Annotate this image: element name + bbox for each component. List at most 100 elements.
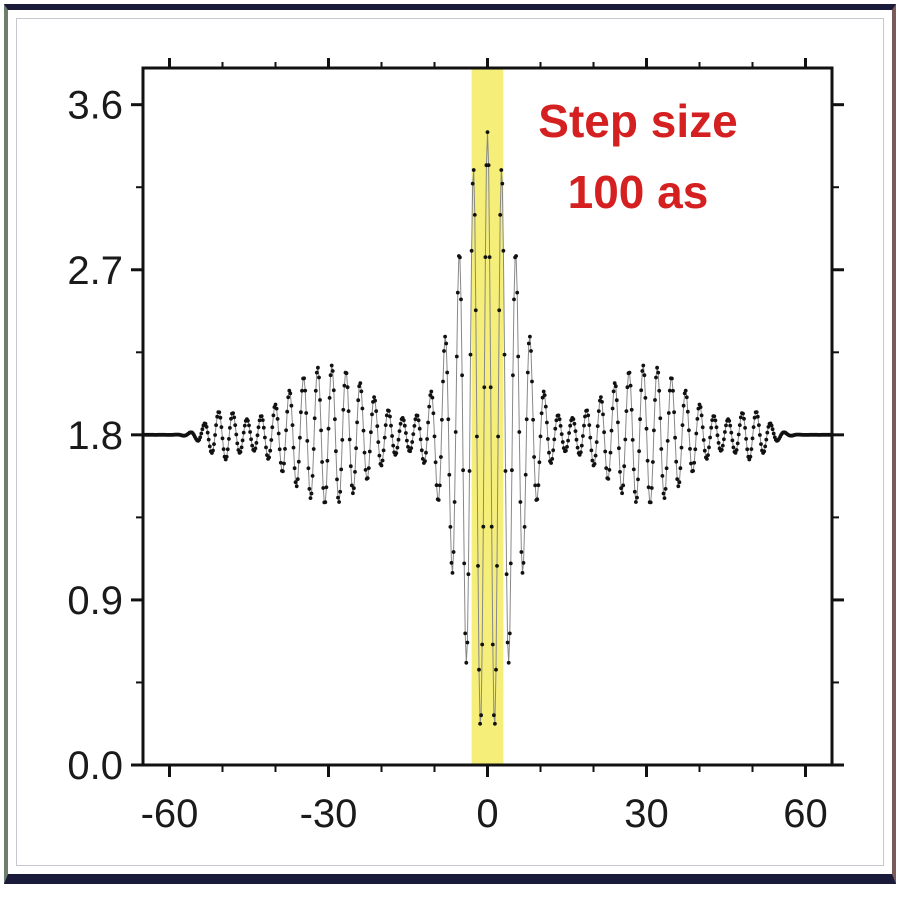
- data-point: [345, 385, 350, 390]
- data-point: [492, 713, 496, 718]
- data-point: [533, 483, 538, 488]
- data-point: [275, 417, 280, 421]
- data-point: [257, 418, 262, 423]
- data-point: [631, 467, 636, 472]
- data-point: [381, 448, 386, 453]
- data-point: [212, 442, 216, 446]
- data-point: [581, 434, 585, 438]
- data-point: [644, 426, 649, 431]
- data-point: [404, 431, 408, 435]
- data-point: [281, 469, 285, 474]
- data-point: [454, 354, 459, 359]
- data-point: [242, 423, 247, 428]
- data-point: [749, 447, 754, 451]
- data-point: [348, 464, 353, 469]
- data-point: [694, 431, 699, 436]
- data-point: [680, 423, 685, 427]
- data-point: [507, 631, 512, 636]
- data-point: [608, 450, 613, 455]
- data-point: [592, 462, 597, 466]
- data-point: [255, 433, 260, 438]
- data-point: [466, 572, 471, 577]
- data-point: [247, 423, 251, 428]
- data-point: [206, 437, 211, 442]
- data-point: [689, 461, 693, 466]
- data-point: [565, 445, 569, 449]
- data-point: [723, 430, 727, 434]
- data-point: [546, 437, 550, 441]
- data-point: [771, 431, 776, 436]
- data-point: [737, 423, 742, 427]
- data-point: [338, 489, 343, 494]
- data-point: [292, 466, 297, 471]
- data-point: [374, 409, 379, 413]
- x-tick-label: 60: [783, 792, 828, 836]
- data-point: [700, 425, 705, 430]
- data-point: [473, 308, 478, 313]
- data-point: [472, 213, 477, 217]
- data-point: [413, 417, 418, 422]
- data-point: [755, 414, 760, 419]
- data-point: [766, 425, 771, 429]
- data-point: [498, 213, 503, 217]
- data-point: [263, 435, 267, 440]
- data-point: [607, 468, 612, 472]
- data-point: [672, 410, 676, 415]
- data-point: [665, 439, 670, 443]
- data-point: [233, 423, 238, 427]
- data-point: [762, 449, 767, 454]
- data-point: [610, 406, 615, 411]
- data-point: [572, 421, 577, 426]
- data-point: [651, 460, 655, 464]
- data-point: [508, 561, 513, 566]
- data-point: [218, 415, 223, 420]
- data-point: [353, 470, 357, 474]
- data-point: [654, 375, 658, 380]
- data-point: [536, 483, 541, 488]
- data-point: [733, 451, 738, 455]
- data-point: [742, 416, 746, 421]
- data-point: [291, 445, 296, 450]
- data-point: [595, 424, 600, 428]
- data-point: [751, 425, 756, 429]
- data-point: [416, 418, 421, 423]
- data-point: [311, 447, 316, 451]
- data-point: [673, 435, 677, 440]
- data-point: [433, 460, 438, 465]
- data-point: [246, 418, 250, 423]
- data-point: [716, 441, 721, 445]
- data-point: [530, 379, 534, 384]
- data-point: [553, 426, 558, 431]
- data-point: [688, 447, 692, 451]
- data-point: [439, 455, 443, 459]
- data-point: [630, 438, 635, 442]
- data-point: [517, 430, 522, 434]
- data-point: [359, 389, 364, 394]
- data-point: [602, 430, 606, 435]
- data-point: [306, 466, 311, 471]
- data-point: [727, 419, 732, 423]
- data-point: [637, 449, 641, 454]
- data-point: [342, 383, 347, 388]
- y-tick-label: 3.6: [67, 84, 123, 128]
- data-point: [695, 417, 700, 421]
- data-point: [561, 446, 566, 450]
- data-point: [652, 428, 656, 433]
- data-point: [658, 416, 663, 421]
- data-point: [284, 428, 288, 433]
- data-point: [495, 564, 499, 568]
- data-point: [444, 341, 449, 346]
- data-point: [250, 443, 255, 448]
- data-point: [476, 564, 480, 568]
- data-point: [248, 430, 253, 434]
- data-point: [363, 468, 368, 472]
- data-point: [234, 432, 239, 437]
- data-point: [289, 403, 294, 408]
- data-point: [708, 435, 712, 440]
- data-point: [214, 423, 219, 427]
- data-point: [623, 437, 628, 442]
- data-point: [448, 525, 453, 529]
- data-point: [722, 437, 726, 442]
- data-point: [770, 427, 775, 432]
- data-point: [568, 423, 573, 428]
